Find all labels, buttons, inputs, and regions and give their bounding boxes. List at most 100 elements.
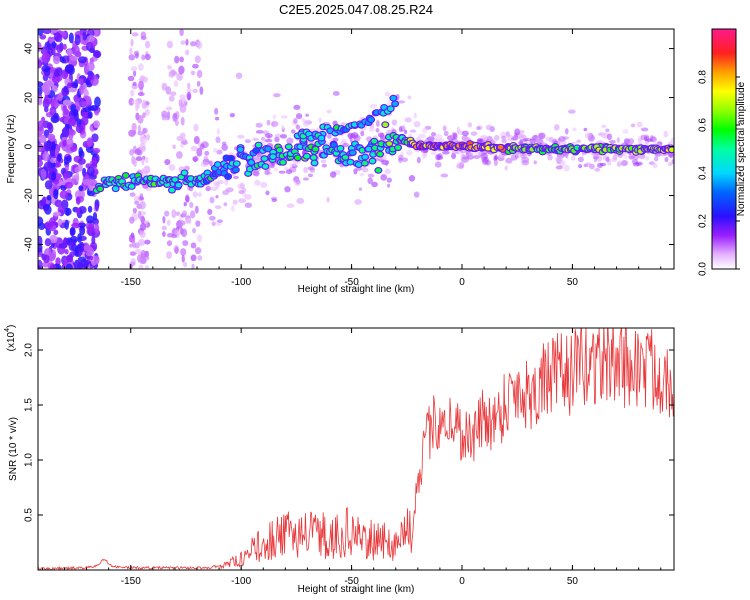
halo-blob — [461, 130, 469, 137]
noise-blob — [133, 70, 137, 77]
halo-blob — [417, 133, 426, 139]
halo-blob — [451, 152, 457, 160]
halo-blob — [597, 162, 604, 168]
ridge-blob — [368, 117, 374, 122]
ridge-blob — [255, 142, 262, 148]
halo-blob — [505, 131, 510, 137]
noise-blob — [164, 210, 170, 217]
noise-blob — [38, 143, 44, 153]
halo-blob — [211, 186, 218, 192]
halo-blob — [577, 156, 584, 163]
halo-blob — [621, 160, 628, 167]
halo-blob — [538, 132, 546, 140]
noise-blob — [56, 153, 62, 163]
halo-blob — [369, 103, 378, 109]
noise-blob — [54, 68, 59, 78]
noise-blob — [92, 147, 101, 154]
noise-blob — [138, 63, 144, 71]
halo-blob — [563, 164, 570, 172]
noise-blob — [137, 210, 142, 220]
noise-blob — [38, 158, 44, 168]
halo-blob — [205, 185, 212, 192]
halo-blob — [567, 109, 576, 114]
halo-blob — [391, 119, 398, 126]
noise-blob — [144, 264, 150, 269]
ridge-blob — [375, 168, 382, 173]
spectrogram-y-ticks: -40 -20 0 20 40 — [24, 43, 674, 252]
noise-blob — [134, 53, 139, 59]
halo-blob — [597, 157, 603, 162]
noise-blob — [162, 216, 166, 224]
halo-blob — [358, 187, 363, 191]
halo-blob — [255, 129, 264, 134]
noise-blob — [127, 75, 135, 82]
halo-blob — [501, 135, 507, 140]
noise-blob — [186, 91, 192, 101]
halo-blob — [616, 160, 622, 167]
x-tick-label: -100 — [231, 277, 251, 288]
ridge-blob — [262, 164, 269, 169]
ridge-blob — [175, 182, 182, 188]
snr-x-axis-label: Height of straight line (km) — [298, 584, 415, 595]
halo-blob — [244, 202, 253, 208]
snr-series-line — [38, 328, 674, 570]
halo-blob — [294, 178, 302, 186]
noise-blob — [41, 52, 51, 64]
noise-blob — [139, 134, 144, 143]
noise-blob — [38, 41, 42, 52]
halo-blob — [201, 141, 209, 149]
x-tick-label: 50 — [567, 576, 579, 587]
noise-blob — [75, 196, 81, 205]
noise-blob — [195, 220, 201, 227]
noise-blob — [128, 97, 135, 106]
noise-blob — [94, 201, 99, 212]
noise-blob — [72, 45, 80, 56]
svg-text:(x104): (x104) — [4, 325, 17, 352]
halo-blob — [384, 160, 389, 167]
ridge-blob — [351, 122, 358, 127]
colorbar: 0.0 0.2 0.4 0.6 0.8 Normalized spectral ampl… — [698, 28, 747, 276]
noise-blob — [133, 158, 137, 167]
halo-blob — [341, 138, 347, 143]
noise-blob — [130, 39, 134, 47]
noise-blob — [181, 210, 188, 218]
noise-blob — [175, 211, 181, 216]
ridge-blob — [362, 154, 368, 160]
noise-blob — [81, 101, 88, 107]
halo-blob — [216, 219, 223, 223]
ridge-blob — [228, 156, 234, 161]
halo-blob — [461, 154, 469, 160]
noise-blob — [190, 242, 197, 249]
noise-blob — [161, 110, 168, 118]
ridge-blob — [370, 152, 376, 157]
noise-blob — [91, 133, 99, 143]
noise-blob — [49, 234, 58, 244]
noise-blob — [168, 163, 176, 171]
ridge-blobs — [92, 94, 674, 194]
halo-blob — [460, 149, 468, 154]
halo-blob — [380, 174, 388, 181]
halo-blob — [616, 137, 620, 143]
noise-blob — [69, 129, 76, 136]
halo-blob — [293, 117, 298, 124]
halo-blob — [519, 129, 525, 134]
halo-blob — [510, 153, 517, 158]
noise-blob — [194, 205, 199, 214]
noise-blob — [68, 32, 74, 44]
colorbar-label: Normalized spectral amplitude — [736, 81, 747, 216]
halo-blob — [664, 156, 669, 163]
noise-blob — [187, 82, 191, 90]
ridge-blob — [97, 186, 104, 192]
noise-blob — [171, 233, 177, 239]
halo-blob — [486, 135, 493, 143]
halo-blob — [652, 163, 658, 169]
ridge-blob — [331, 142, 337, 148]
ridge-blob — [233, 161, 240, 166]
ridge-blob — [337, 146, 344, 151]
noise-blob — [81, 111, 89, 118]
halo-blob — [302, 177, 309, 181]
halo-blob — [235, 72, 243, 79]
halo-blob — [230, 205, 235, 212]
halo-blob — [332, 91, 340, 96]
noise-blob — [130, 66, 138, 72]
